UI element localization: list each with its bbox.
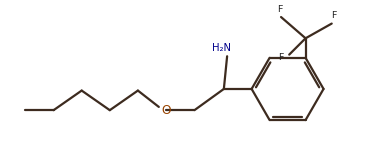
Text: O: O: [161, 104, 171, 117]
Text: F: F: [278, 53, 283, 62]
Text: F: F: [277, 5, 282, 14]
Text: F: F: [330, 11, 336, 20]
Text: H₂N: H₂N: [212, 43, 231, 53]
